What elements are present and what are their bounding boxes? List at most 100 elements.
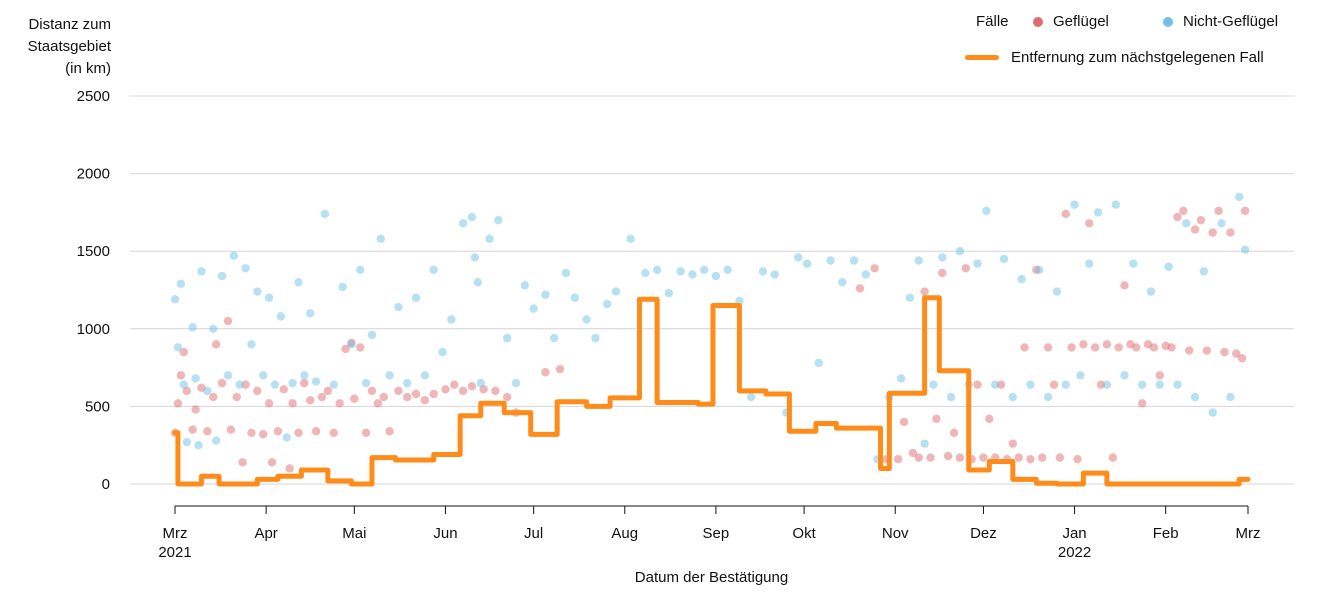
gefluegel-point bbox=[273, 427, 283, 436]
gefluegel-point bbox=[173, 399, 183, 408]
nicht-gefluegel-point bbox=[470, 253, 480, 262]
gefluegel-point bbox=[1096, 380, 1106, 389]
nicht-gefluegel-point bbox=[723, 265, 732, 275]
nicht-gefluegel-point bbox=[329, 380, 338, 389]
nicht-gefluegel-point bbox=[270, 380, 280, 389]
nicht-gefluegel-point bbox=[699, 265, 709, 275]
gridlines bbox=[130, 95, 1294, 485]
nicht-gefluegel-point bbox=[476, 378, 485, 388]
nicht-gefluegel-point bbox=[1085, 259, 1094, 268]
nicht-gefluegel-point bbox=[1070, 200, 1079, 209]
nicht-gefluegel-point bbox=[814, 358, 823, 368]
nicht-gefluegel-point bbox=[194, 441, 203, 450]
nicht-gefluegel-point bbox=[990, 380, 1000, 389]
gefluegel-point bbox=[385, 427, 394, 436]
gefluegel-point bbox=[491, 386, 500, 396]
nicht-gefluegel-point bbox=[338, 282, 347, 292]
nicht-gefluegel-point bbox=[1137, 380, 1147, 389]
nicht-gefluegel-point bbox=[170, 295, 180, 304]
nicht-gefluegel-point bbox=[570, 293, 580, 302]
gefluegel-point bbox=[429, 389, 438, 399]
nicht-gefluegel-point bbox=[438, 347, 447, 357]
x-tick-label: Jan bbox=[1062, 525, 1086, 542]
nicht-gefluegel-point bbox=[253, 287, 262, 296]
nicht-gefluegel-point bbox=[511, 378, 521, 388]
gefluegel-point bbox=[241, 380, 250, 389]
gefluegel-point bbox=[908, 448, 918, 458]
nicht-gefluegel-point bbox=[641, 268, 650, 278]
gefluegel-point bbox=[1214, 206, 1223, 216]
nicht-gefluegel-point bbox=[394, 302, 403, 312]
gefluegel-point bbox=[217, 378, 227, 388]
nicht-gefluegel-point bbox=[794, 253, 803, 262]
gefluegel-point bbox=[458, 386, 468, 396]
nicht-gefluegel-point bbox=[946, 392, 956, 402]
gefluegel-point bbox=[502, 392, 512, 402]
y-axis-ticks: 0 500 1000 1500 2000 2500 bbox=[77, 88, 110, 493]
gefluegel-point bbox=[356, 343, 365, 352]
gefluegel-point bbox=[996, 380, 1006, 389]
gefluegel-point bbox=[926, 453, 935, 462]
nicht-gefluegel-point bbox=[235, 380, 244, 389]
nicht-gefluegel-point bbox=[1129, 259, 1138, 268]
gefluegel-point bbox=[1240, 206, 1250, 216]
nicht-gefluegel-point bbox=[1120, 371, 1129, 380]
nicht-gefluegel-point bbox=[1190, 392, 1200, 402]
nicht-gefluegel-point bbox=[376, 234, 385, 243]
gefluegel-point bbox=[247, 428, 256, 437]
gefluegel-point bbox=[899, 417, 909, 427]
gefluegel-point bbox=[373, 399, 383, 408]
y-axis-label: Distanz zum Staatsgebiet (in km) bbox=[27, 16, 111, 77]
nicht-gefluegel-point bbox=[1226, 392, 1235, 402]
nicht-gefluegel-point bbox=[485, 234, 494, 243]
gefluegel-point bbox=[188, 425, 197, 434]
nicht-gefluegel-point bbox=[920, 439, 929, 448]
nicht-gefluegel-point bbox=[467, 212, 477, 222]
gefluegel-point bbox=[1185, 346, 1194, 355]
nicht-gefluegel-point bbox=[300, 371, 309, 380]
gefluegel-point bbox=[1090, 343, 1100, 352]
gefluegel-point bbox=[191, 405, 200, 414]
nicht-gefluegel-point bbox=[241, 264, 250, 273]
x-tick-label: Mrz bbox=[1236, 525, 1261, 542]
nicht-gefluegel-point bbox=[1008, 392, 1018, 402]
x-tick-label: Dez bbox=[970, 525, 997, 542]
gefluegel-point bbox=[961, 264, 970, 273]
nicht-gefluegel-point bbox=[411, 293, 421, 302]
gefluegel-point bbox=[341, 344, 350, 354]
nicht-gefluegel-point bbox=[179, 380, 189, 389]
gefluegel-point bbox=[311, 427, 321, 436]
nicht-gefluegel-point bbox=[802, 259, 812, 268]
series-nicht-gefluegel-points bbox=[170, 192, 1250, 464]
x-tick-label: Jul bbox=[524, 525, 543, 542]
gefluegel-point bbox=[1196, 215, 1206, 225]
nicht-gefluegel-point bbox=[420, 371, 430, 380]
gefluegel-point bbox=[1020, 343, 1029, 352]
nicht-gefluegel-point bbox=[541, 290, 550, 299]
x-tick-year: 2022 bbox=[1058, 544, 1091, 561]
x-tick-label: Mai bbox=[342, 525, 366, 542]
nicht-gefluegel-point bbox=[688, 270, 697, 279]
gefluegel-point bbox=[223, 316, 233, 326]
nicht-gefluegel-point bbox=[361, 378, 371, 388]
nicht-gefluegel-point bbox=[211, 436, 221, 445]
nicht-gefluegel-point bbox=[582, 315, 591, 324]
gefluegel-point bbox=[1108, 453, 1117, 462]
nicht-gefluegel-point bbox=[1093, 208, 1103, 217]
gefluegel-point bbox=[226, 425, 236, 434]
gefluegel-point bbox=[238, 458, 247, 467]
nicht-gefluegel-point bbox=[1240, 245, 1250, 254]
gefluegel-point bbox=[1102, 340, 1112, 349]
nicht-gefluegel-point bbox=[770, 270, 779, 279]
nicht-gefluegel-point bbox=[652, 265, 662, 275]
gefluegel-point bbox=[1067, 343, 1076, 352]
legend-dot-nicht-gefluegel bbox=[1163, 16, 1173, 27]
nicht-gefluegel-point bbox=[502, 333, 512, 343]
nicht-gefluegel-point bbox=[826, 256, 835, 265]
nicht-gefluegel-point bbox=[176, 279, 186, 288]
legend-item-nicht-gefluegel: Nicht-Geflügel bbox=[1163, 13, 1278, 30]
nicht-gefluegel-point bbox=[1208, 408, 1217, 417]
nicht-gefluegel-point bbox=[367, 330, 377, 340]
nicht-gefluegel-point bbox=[188, 323, 197, 332]
x-axis: Mrz 2021 Apr Mai Jun Jul Aug Sep Okt Nov Dez Jan 202… bbox=[158, 505, 1261, 561]
